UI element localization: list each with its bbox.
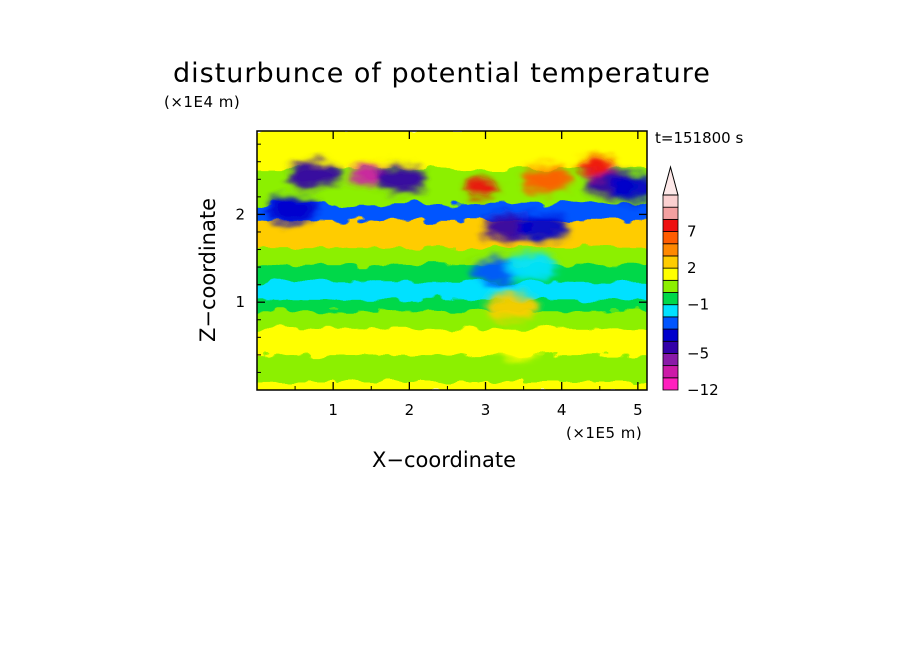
- contour-feature: [463, 178, 500, 198]
- x-tick-label: 4: [557, 401, 567, 419]
- chart-title: disturbunce of potential temperature: [173, 58, 711, 89]
- contour-band: [257, 351, 647, 382]
- contour-band: [257, 307, 647, 329]
- x-tick-label: 5: [633, 401, 643, 419]
- colorbar: −12−5−127: [662, 165, 719, 399]
- x-tick-label: 2: [405, 401, 415, 419]
- x-tick-label: 3: [481, 401, 491, 419]
- plot-frame: [256, 130, 648, 391]
- contour-feature: [521, 165, 572, 193]
- time-label: t=151800 s: [655, 129, 744, 147]
- colorbar-label: −12: [687, 381, 719, 399]
- colorbar-segment: [662, 377, 679, 391]
- contour-field: [257, 131, 647, 390]
- x-axis-unit: (×1E5 m): [566, 424, 643, 442]
- contour-feature: [486, 293, 538, 321]
- contour-feature: [577, 156, 615, 176]
- contour-feature: [288, 161, 340, 189]
- colorbar-extend-arrow: [662, 165, 679, 196]
- colorbar-segment: [662, 231, 679, 245]
- contour-band: [257, 216, 647, 248]
- colorbar-segment: [662, 255, 679, 269]
- colorbar-label: 7: [687, 223, 697, 241]
- colorbar-segment: [662, 267, 679, 281]
- colorbar-segment: [662, 292, 679, 306]
- contour-feature: [490, 332, 542, 360]
- contour-feature: [517, 214, 568, 242]
- x-tick-label: 1: [328, 401, 338, 419]
- contour-feature: [608, 174, 647, 202]
- colorbar-segment: [662, 243, 679, 257]
- colorbar-segment: [662, 218, 679, 232]
- contour-feature: [506, 253, 557, 281]
- colorbar-segment: [662, 194, 679, 208]
- colorbar-segment: [662, 365, 679, 379]
- colorbar-segment: [662, 304, 679, 318]
- colorbar-segment: [662, 328, 679, 342]
- y-axis-unit: (×1E4 m): [164, 93, 241, 111]
- x-axis-label: X−coordinate: [372, 448, 516, 472]
- y-tick-label: 1: [235, 293, 245, 311]
- colorbar-segment: [662, 279, 679, 293]
- contour-feature: [266, 196, 317, 224]
- contour-feature: [376, 165, 427, 193]
- colorbar-label: 2: [687, 259, 697, 277]
- colorbar-segment: [662, 340, 679, 354]
- colorbar-segment: [662, 353, 679, 367]
- colorbar-segment: [662, 206, 679, 220]
- colorbar-label: −5: [687, 344, 709, 362]
- y-tick-label: 2: [235, 205, 245, 223]
- contour-band: [257, 324, 647, 356]
- axes: 1 2 3 4 5 1 2: [235, 131, 647, 419]
- colorbar-label: −1: [687, 296, 709, 314]
- contour-band: [257, 278, 647, 300]
- colorbar-segment: [662, 316, 679, 330]
